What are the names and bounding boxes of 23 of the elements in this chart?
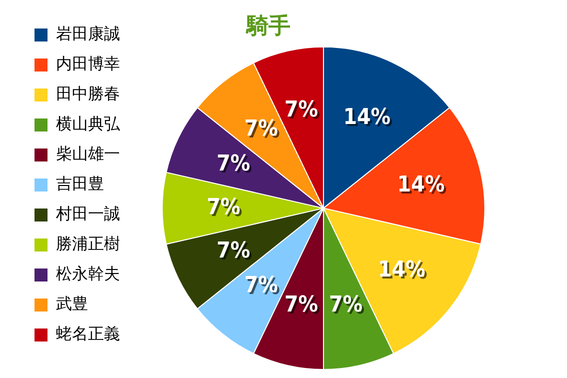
legend-label: 田中勝春 [56,84,120,104]
chart-title: 騎手 [246,14,290,39]
legend-label: 蛯名正義 [56,324,120,344]
data-label: 7% [246,118,280,144]
data-label: 7% [286,294,320,320]
data-label: 7% [330,294,365,320]
data-label: 7% [208,196,242,222]
legend-label: 岩田康誠 [56,24,120,44]
legend-label: 内田博幸 [56,54,120,74]
data-label: 14% [345,106,393,132]
legend-label: 吉田豊 [56,174,104,194]
legend-label: 松永幹夫 [56,264,120,284]
legend-label: 村田一誠 [55,204,120,224]
data-label: 14% [399,174,447,200]
data-label: 7% [218,154,252,179]
data-label: 7% [218,240,252,266]
legend-label: 横山典弘 [56,114,121,134]
data-label: 7% [286,99,320,124]
legend-label: 武豊 [56,294,88,314]
legend-label: 柴山雄一 [56,144,120,164]
data-label: 14% [380,259,428,284]
legend-label: 勝浦正樹 [56,234,120,254]
data-label: 7% [246,275,280,300]
